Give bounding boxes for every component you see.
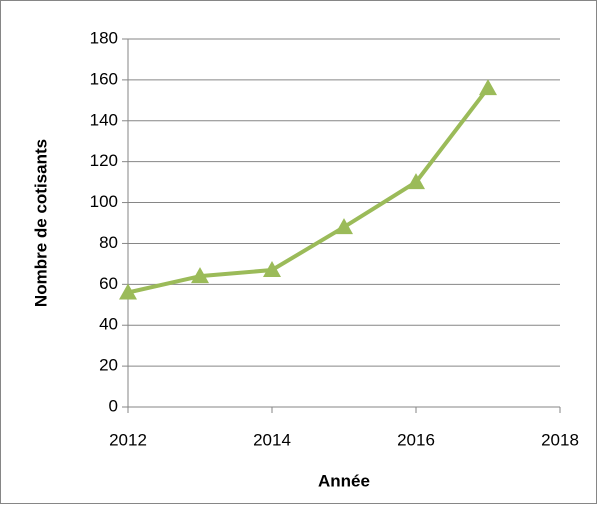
y-tick-label: 40 [99,315,118,334]
marker [263,261,281,278]
marker [119,283,137,300]
y-tick-label: 20 [99,356,118,375]
marker [479,79,497,96]
y-tick-label: 60 [99,274,118,293]
y-axis-title: Nombre de cotisants [31,139,50,307]
x-axis-title: Année [318,471,370,490]
line [127,86,490,295]
marker [407,173,425,190]
x-tick-label: 2014 [253,430,291,449]
x-tick-label: 2012 [109,430,147,449]
y-tick-label: 120 [90,151,118,170]
marker [191,267,209,284]
marker [335,218,353,235]
y-tick-label: 160 [90,69,118,88]
y-tick-label: 80 [99,233,118,252]
y-tick-label: 100 [90,192,118,211]
y-tick-label: 0 [109,396,118,415]
x-tick-label: 2016 [397,430,435,449]
x-tick-label: 2018 [541,430,579,449]
y-tick-label: 140 [90,110,118,129]
y-tick-label: 180 [90,28,118,47]
